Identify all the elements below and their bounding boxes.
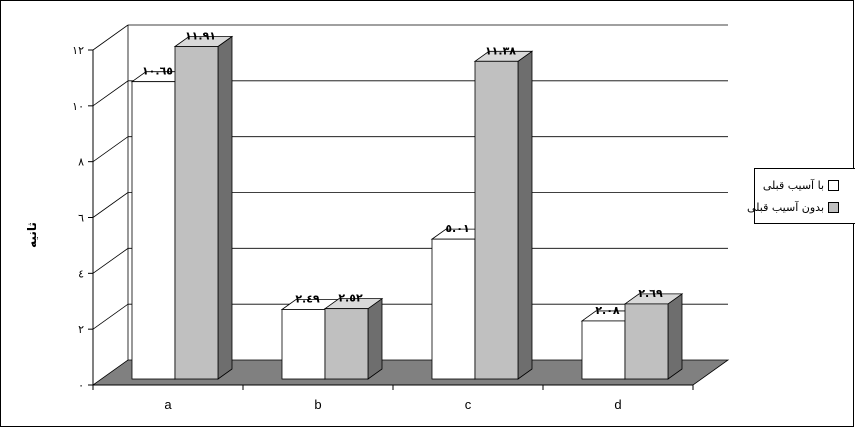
legend-label-series-1: با آسیب قبلی (762, 179, 824, 192)
bar (624, 303, 669, 380)
bar-side (217, 35, 233, 380)
bar-side (367, 297, 383, 380)
bar-value-label: ۲.٤٩ (295, 292, 320, 305)
legend-label-series-2: بدون آسیب قبلی (747, 201, 824, 214)
bar-layer (130, 35, 684, 380)
bar (581, 320, 626, 380)
bar-value-label: ۲.٥۲ (338, 292, 363, 305)
y-axis-label: ثانیه (25, 222, 39, 248)
wall-gridline (92, 24, 129, 51)
y-tick-label: ۱۲ (72, 44, 84, 57)
x-category-label: d (614, 397, 621, 412)
wall-gridline (92, 192, 129, 218)
bar-value-label: ۱۱.۳۸ (485, 44, 516, 57)
bar-value-label: ۲.۰۸ (595, 304, 620, 317)
y-tick-label: ٨ (78, 156, 84, 169)
chart-legend: با آسیب قبلی بدون آسیب قبلی (747, 168, 855, 224)
wall-gridline (92, 80, 129, 107)
bar (131, 81, 176, 380)
bar (431, 238, 476, 380)
bar (281, 309, 326, 380)
wall-gridline (92, 248, 129, 274)
bar-value-label: ۱۱.۹۱ (185, 30, 216, 43)
bar (474, 60, 519, 380)
bar-value-label: ۱۰.٦٥ (142, 65, 173, 78)
legend-item-series-2: بدون آسیب قبلی (747, 201, 839, 214)
bar (324, 308, 369, 380)
y-tick-label: ٦ (78, 212, 84, 225)
bar (174, 46, 219, 380)
bar-side (517, 50, 533, 380)
wall-gridline (92, 303, 129, 330)
bar-value-label: ٥.۰۱ (445, 222, 469, 235)
bar-value-label: ۲.٦۹ (638, 287, 663, 300)
y-tick-label: ۱۰ (72, 100, 84, 113)
axis-layer: ۰ ۲ ٤ ٦ ٨ ۱۰ ۱۲ (72, 44, 694, 392)
legend-swatch-series-1 (828, 180, 839, 191)
x-category-label: a (164, 397, 172, 412)
bar-side (667, 293, 683, 380)
x-category-label: b (314, 397, 321, 412)
label-layer: a ۱۰.٦٥ ۱۱.۹۱ b ۲.٤٩ ۲.٥۲ c ٥.۰۱ ۱۱.۳۸ d ۲.۰۸ ۲.٦۹ (142, 30, 663, 412)
y-tick-label: ۲ (78, 323, 84, 336)
x-category-label: c (465, 397, 472, 412)
wall-gridline (92, 136, 129, 162)
y-tick-label: ٤ (78, 267, 84, 280)
y-tick-label: ۰ (78, 379, 84, 392)
legend-item-series-1: با آسیب قبلی (763, 179, 839, 192)
legend-swatch-series-2 (828, 202, 839, 213)
